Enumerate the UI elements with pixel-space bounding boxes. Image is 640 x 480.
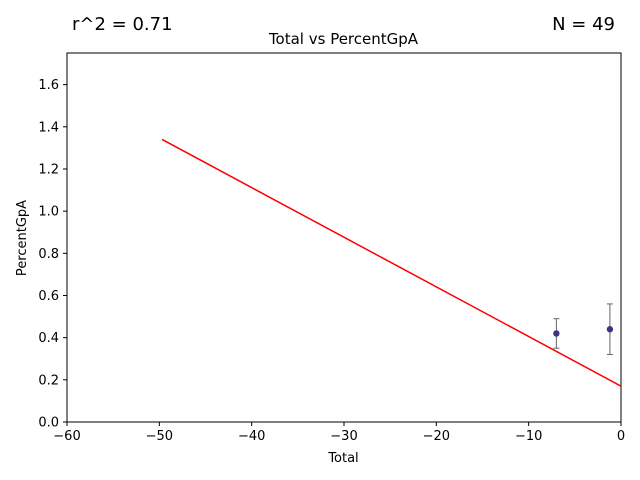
data-point (606, 326, 614, 333)
x-axis-label: Total (327, 451, 358, 466)
x-tick-label: −60 (53, 429, 80, 444)
y-tick-label: 1.4 (38, 120, 59, 135)
y-tick-label: 0.4 (38, 331, 59, 346)
data-point-group (553, 318, 560, 349)
x-tick-label: −10 (515, 429, 542, 444)
r-squared-label: r^2 = 0.71 (72, 14, 173, 35)
regression-line (161, 138, 622, 387)
y-tick-label: 1.6 (38, 78, 59, 93)
y-tick-label: 1.2 (38, 162, 59, 177)
x-tick-label: 0 (617, 429, 625, 444)
data-point (553, 330, 560, 337)
y-tick-label: 1.0 (38, 205, 59, 220)
y-tick-label: 0.0 (38, 416, 59, 431)
n-count-label: N = 49 (552, 14, 615, 35)
x-tick-label: −50 (146, 429, 173, 444)
y-axis-label: PercentGpA (15, 200, 30, 276)
x-tick-label: −40 (238, 429, 265, 444)
data-point-group (606, 303, 614, 356)
x-tick-label: −20 (423, 429, 450, 444)
x-tick-label: −30 (330, 429, 357, 444)
chart-title: Total vs PercentGpA (268, 30, 419, 48)
y-tick-label: 0.8 (38, 247, 59, 262)
y-tick-label: 0.2 (38, 373, 59, 388)
y-tick-label: 0.6 (38, 289, 59, 304)
